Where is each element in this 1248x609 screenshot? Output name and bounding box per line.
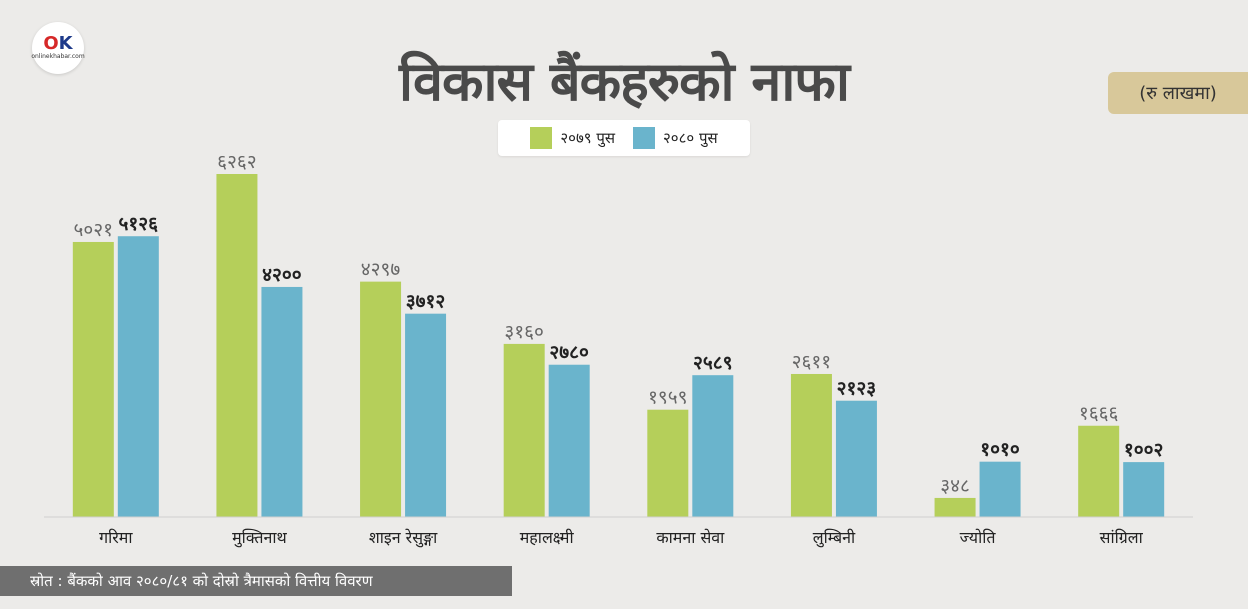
bar-series1-1 bbox=[216, 174, 258, 517]
bar-series2-3 bbox=[548, 364, 590, 517]
data-label-series2-7: १००२ bbox=[1124, 439, 1164, 461]
bar-series1-0 bbox=[72, 241, 114, 517]
bar-series1-4 bbox=[647, 409, 689, 517]
category-label-1: मुक्तिनाथ bbox=[232, 528, 287, 548]
onlinekhabar-logo: OK onlinekhabar.com bbox=[31, 22, 85, 74]
category-label-0: गरिमा bbox=[99, 528, 133, 547]
legend-item-series1: २०७९ पुस bbox=[530, 127, 615, 149]
chart-title: विकास बैंकहरुको नाफा bbox=[399, 50, 850, 113]
bar-series2-4 bbox=[692, 375, 734, 517]
category-label-6: ज्योति bbox=[960, 528, 997, 547]
data-label-series1-1: ६२६२ bbox=[217, 151, 257, 173]
bar-series1-3 bbox=[503, 343, 545, 517]
bar-series2-5 bbox=[835, 400, 877, 517]
category-label-4: कामना सेवा bbox=[656, 528, 725, 547]
data-label-series2-4: २५८९ bbox=[693, 352, 733, 374]
data-label-series2-2: ३७१२ bbox=[406, 291, 446, 313]
legend-swatch-series2 bbox=[633, 127, 655, 149]
data-label-series2-5: २१२३ bbox=[837, 378, 877, 400]
category-label-3: महालक्ष्मी bbox=[520, 528, 575, 547]
bar-series1-6 bbox=[934, 497, 976, 517]
category-label-7: सांग्रिला bbox=[1100, 528, 1144, 547]
legend-swatch-series1 bbox=[530, 127, 553, 149]
logo-mark: OK bbox=[43, 35, 72, 53]
data-label-series2-0: ५१२६ bbox=[119, 213, 159, 235]
bar-series1-2 bbox=[360, 281, 402, 517]
category-label-5: लुम्बिनी bbox=[813, 528, 856, 548]
bar-series2-2 bbox=[405, 313, 447, 517]
data-label-series2-3: २७८० bbox=[549, 342, 589, 364]
bar-series2-1 bbox=[261, 286, 303, 517]
category-label-2: शाइन रेसुङ्गा bbox=[369, 528, 438, 548]
data-label-series1-2: ४२९७ bbox=[361, 259, 401, 281]
legend-label-series1: २०७९ पुस bbox=[560, 129, 615, 147]
data-label-series2-6: १०१० bbox=[980, 439, 1020, 461]
data-label-series1-5: २६११ bbox=[792, 351, 832, 373]
data-label-series1-7: १६६६ bbox=[1079, 403, 1119, 425]
bar-series2-7 bbox=[1123, 462, 1165, 517]
bar-series2-0 bbox=[117, 236, 159, 517]
data-label-series1-6: ३४८ bbox=[940, 475, 970, 497]
data-label-series2-1: ४२०० bbox=[262, 264, 302, 286]
logo-mark-o: O bbox=[43, 33, 59, 54]
chart-legend: २०७९ पुस २०८० पुस bbox=[498, 120, 750, 156]
data-label-series1-0: ५०२१ bbox=[74, 219, 114, 241]
bar-series1-5 bbox=[790, 373, 832, 517]
logo-subtext: onlinekhabar.com bbox=[31, 53, 85, 60]
legend-label-series2: २०८० पुस bbox=[663, 129, 718, 147]
legend-item-series2: २०८० पुस bbox=[633, 127, 718, 149]
unit-badge: (रु लाखमा) bbox=[1108, 72, 1248, 114]
bar-series2-6 bbox=[979, 461, 1021, 517]
data-label-series1-3: ३१६० bbox=[504, 321, 544, 343]
data-label-series1-4: १९५९ bbox=[648, 387, 688, 409]
source-note: स्रोत : बैंकको आव २०८०/८१ को दोस्रो त्रै… bbox=[0, 566, 512, 596]
bar-series1-7 bbox=[1078, 425, 1120, 517]
logo-mark-k: K bbox=[58, 33, 73, 54]
